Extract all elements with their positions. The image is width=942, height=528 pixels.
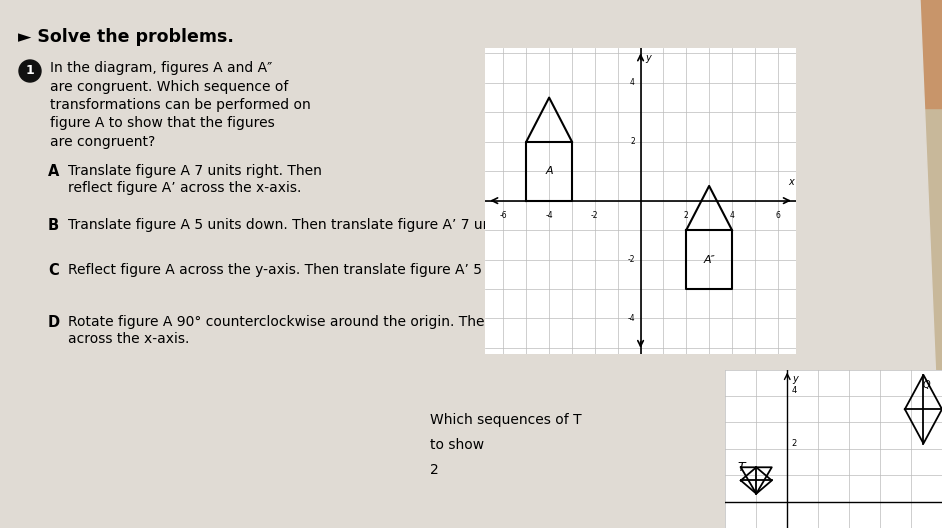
Text: Q: Q [923, 380, 931, 390]
Text: 4: 4 [729, 211, 735, 220]
Text: In the diagram, figures A and A″: In the diagram, figures A and A″ [50, 61, 272, 75]
Text: B: B [48, 218, 59, 233]
Text: A: A [545, 166, 553, 176]
Text: y: y [792, 374, 798, 383]
Text: 4: 4 [792, 386, 797, 395]
Text: A″: A″ [704, 254, 715, 265]
Text: A: A [48, 164, 59, 179]
Text: -4: -4 [627, 314, 635, 323]
Text: figure A to show that the figures: figure A to show that the figures [50, 117, 275, 130]
Text: y: y [645, 53, 651, 63]
Text: are congruent. Which sequence of: are congruent. Which sequence of [50, 80, 288, 93]
Text: transformations can be performed on: transformations can be performed on [50, 98, 311, 112]
Text: Rotate figure A 90° counterclockwise around the origin. Then reflect figure A: Rotate figure A 90° counterclockwise aro… [68, 315, 601, 329]
Text: 6: 6 [775, 211, 780, 220]
Text: -2: -2 [627, 255, 635, 264]
Text: are congruent?: are congruent? [50, 135, 155, 149]
Polygon shape [840, 0, 942, 108]
Text: across the x-axis.: across the x-axis. [68, 332, 189, 346]
Text: Reflect figure A across the y-axis. Then translate figure A’ 5 units down.: Reflect figure A across the y-axis. Then… [68, 263, 567, 277]
Text: 1: 1 [25, 64, 34, 78]
Text: 2: 2 [684, 211, 689, 220]
Text: to show: to show [430, 438, 484, 452]
Text: D: D [48, 315, 60, 330]
Text: ► Solve the problems.: ► Solve the problems. [18, 28, 234, 46]
Text: 2: 2 [630, 137, 635, 146]
Text: C: C [48, 263, 58, 278]
Text: 4: 4 [630, 78, 635, 87]
Text: -6: -6 [499, 211, 507, 220]
Text: Translate figure A 7 units right. Then: Translate figure A 7 units right. Then [68, 164, 322, 178]
Text: reflect figure A’ across the x-axis.: reflect figure A’ across the x-axis. [68, 181, 301, 195]
Text: 2: 2 [792, 439, 797, 448]
Circle shape [19, 60, 41, 82]
Text: -2: -2 [591, 211, 598, 220]
Text: -4: -4 [545, 211, 553, 220]
Text: Which sequences of T: Which sequences of T [430, 413, 581, 427]
Text: 2: 2 [430, 463, 439, 477]
Text: Translate figure A 5 units down. Then translate figure A’ 7 units to the right.: Translate figure A 5 units down. Then tr… [68, 218, 595, 232]
Text: T: T [737, 461, 744, 474]
Text: x: x [788, 177, 794, 187]
